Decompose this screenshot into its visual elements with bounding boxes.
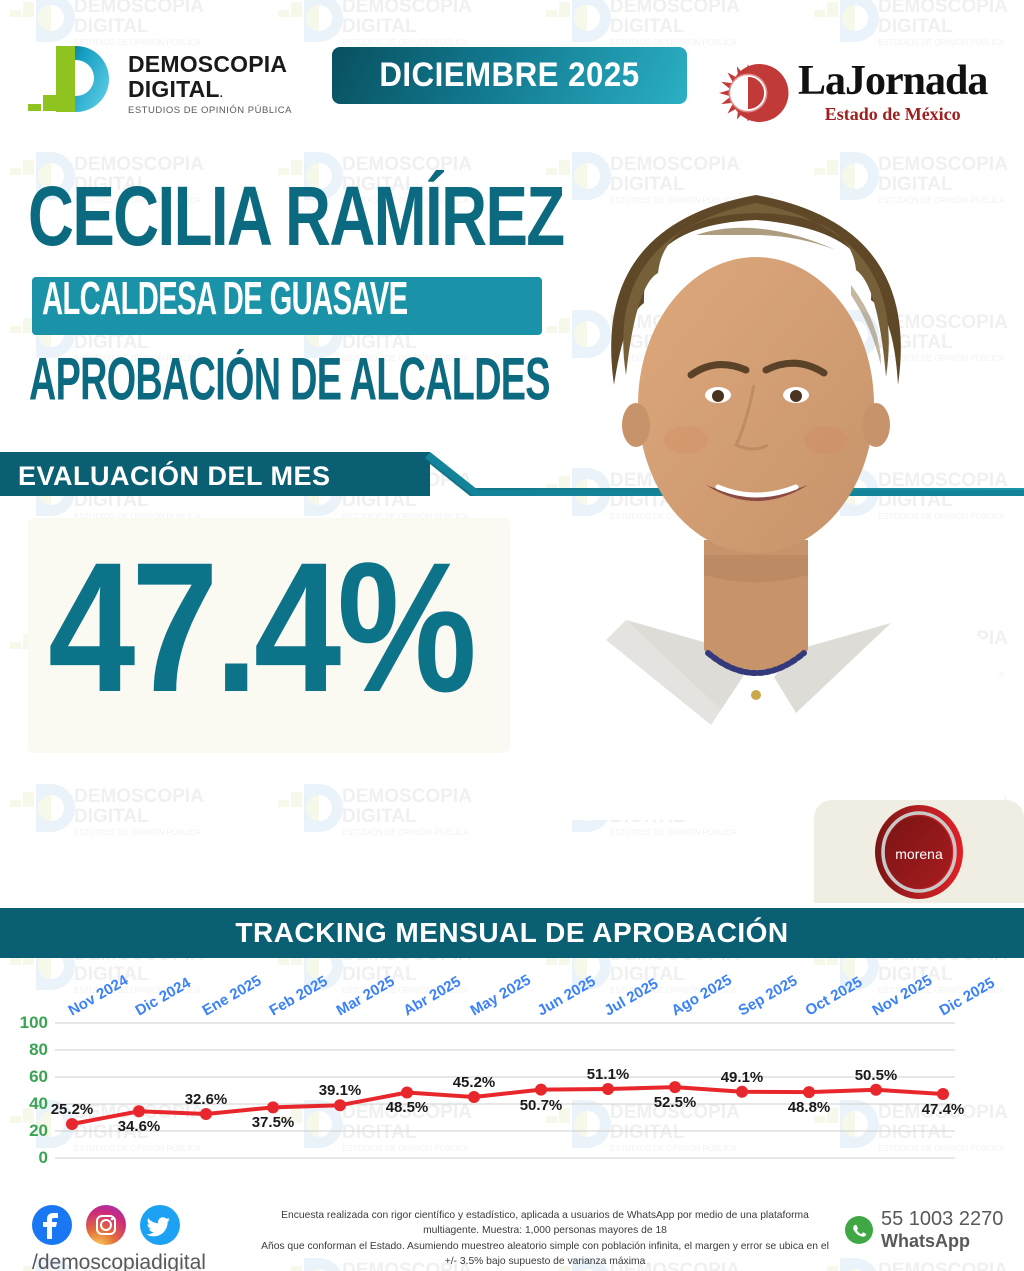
svg-text:32.6%: 32.6% [185, 1091, 228, 1108]
svg-text:45.2%: 45.2% [453, 1074, 496, 1091]
svg-text:0: 0 [39, 1148, 48, 1167]
svg-text:Jun 2025: Jun 2025 [535, 973, 599, 1020]
svg-text:49.1%: 49.1% [721, 1069, 764, 1086]
svg-text:Ene 2025: Ene 2025 [200, 972, 265, 1019]
svg-text:Jul 2025: Jul 2025 [602, 975, 662, 1019]
svg-text:Dic 2025: Dic 2025 [937, 974, 998, 1019]
svg-text:51.1%: 51.1% [587, 1066, 630, 1083]
svg-text:Sep 2025: Sep 2025 [736, 972, 801, 1019]
svg-text:37.5%: 37.5% [252, 1114, 295, 1131]
svg-text:100: 100 [20, 1013, 48, 1032]
svg-text:May 2025: May 2025 [468, 971, 534, 1019]
svg-text:Dic 2024: Dic 2024 [133, 974, 195, 1019]
svg-text:48.5%: 48.5% [386, 1099, 429, 1116]
svg-text:60: 60 [29, 1067, 48, 1086]
svg-text:Nov 2024: Nov 2024 [66, 971, 132, 1019]
svg-text:34.6%: 34.6% [118, 1118, 161, 1135]
svg-text:25.2%: 25.2% [51, 1101, 94, 1118]
svg-text:52.5%: 52.5% [654, 1094, 697, 1111]
svg-text:Feb 2025: Feb 2025 [267, 973, 331, 1020]
svg-text:50.7%: 50.7% [520, 1097, 563, 1114]
svg-text:47.4%: 47.4% [922, 1101, 965, 1118]
svg-text:Abr 2025: Abr 2025 [401, 973, 464, 1019]
svg-text:20: 20 [29, 1121, 48, 1140]
svg-text:39.1%: 39.1% [319, 1082, 362, 1099]
svg-text:Nov 2025: Nov 2025 [870, 972, 936, 1020]
svg-text:50.5%: 50.5% [855, 1067, 898, 1084]
svg-text:Mar 2025: Mar 2025 [334, 973, 398, 1020]
svg-text:48.8%: 48.8% [788, 1099, 831, 1116]
svg-text:Ago 2025: Ago 2025 [669, 971, 735, 1019]
svg-text:80: 80 [29, 1040, 48, 1059]
svg-text:Oct 2025: Oct 2025 [803, 973, 866, 1019]
svg-text:40: 40 [29, 1094, 48, 1113]
